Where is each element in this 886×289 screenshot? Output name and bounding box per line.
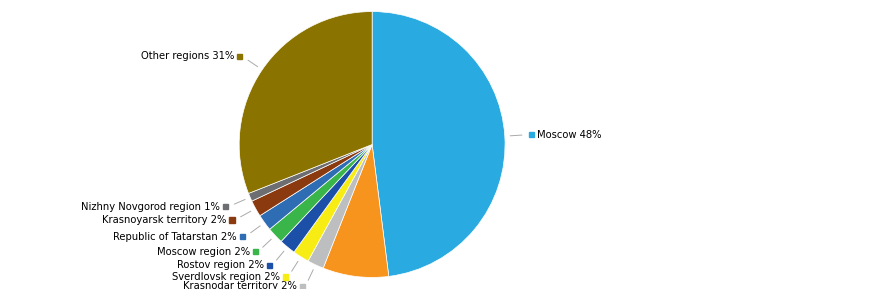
Bar [223, 204, 229, 210]
Wedge shape [323, 144, 389, 277]
Wedge shape [294, 144, 372, 261]
Text: Rostov region 2%: Rostov region 2% [177, 260, 264, 271]
Wedge shape [260, 144, 372, 229]
Wedge shape [269, 144, 372, 241]
Bar [237, 54, 243, 59]
Bar [283, 274, 288, 279]
Text: Sverdlovsk region 2%: Sverdlovsk region 2% [172, 272, 280, 282]
Text: Republic of Tatarstan 2%: Republic of Tatarstan 2% [113, 232, 237, 242]
Text: Moscow 48%: Moscow 48% [537, 130, 602, 140]
Wedge shape [281, 144, 372, 252]
Bar [300, 284, 306, 289]
Text: Krasnoyarsk territory 2%: Krasnoyarsk territory 2% [102, 215, 227, 225]
Bar [267, 263, 272, 268]
Text: Krasnodar territory 2%: Krasnodar territory 2% [183, 281, 297, 289]
Text: Nizhny Novgorod region 1%: Nizhny Novgorod region 1% [82, 202, 220, 212]
Wedge shape [308, 144, 372, 268]
Bar [529, 132, 534, 137]
Bar [240, 234, 245, 239]
Text: Moscow region 2%: Moscow region 2% [157, 247, 250, 257]
Text: Other regions 31%: Other regions 31% [141, 51, 234, 61]
Wedge shape [252, 144, 372, 216]
Bar [229, 217, 235, 223]
Wedge shape [239, 12, 372, 193]
Wedge shape [372, 12, 505, 276]
Bar [253, 249, 258, 255]
Wedge shape [248, 144, 372, 201]
